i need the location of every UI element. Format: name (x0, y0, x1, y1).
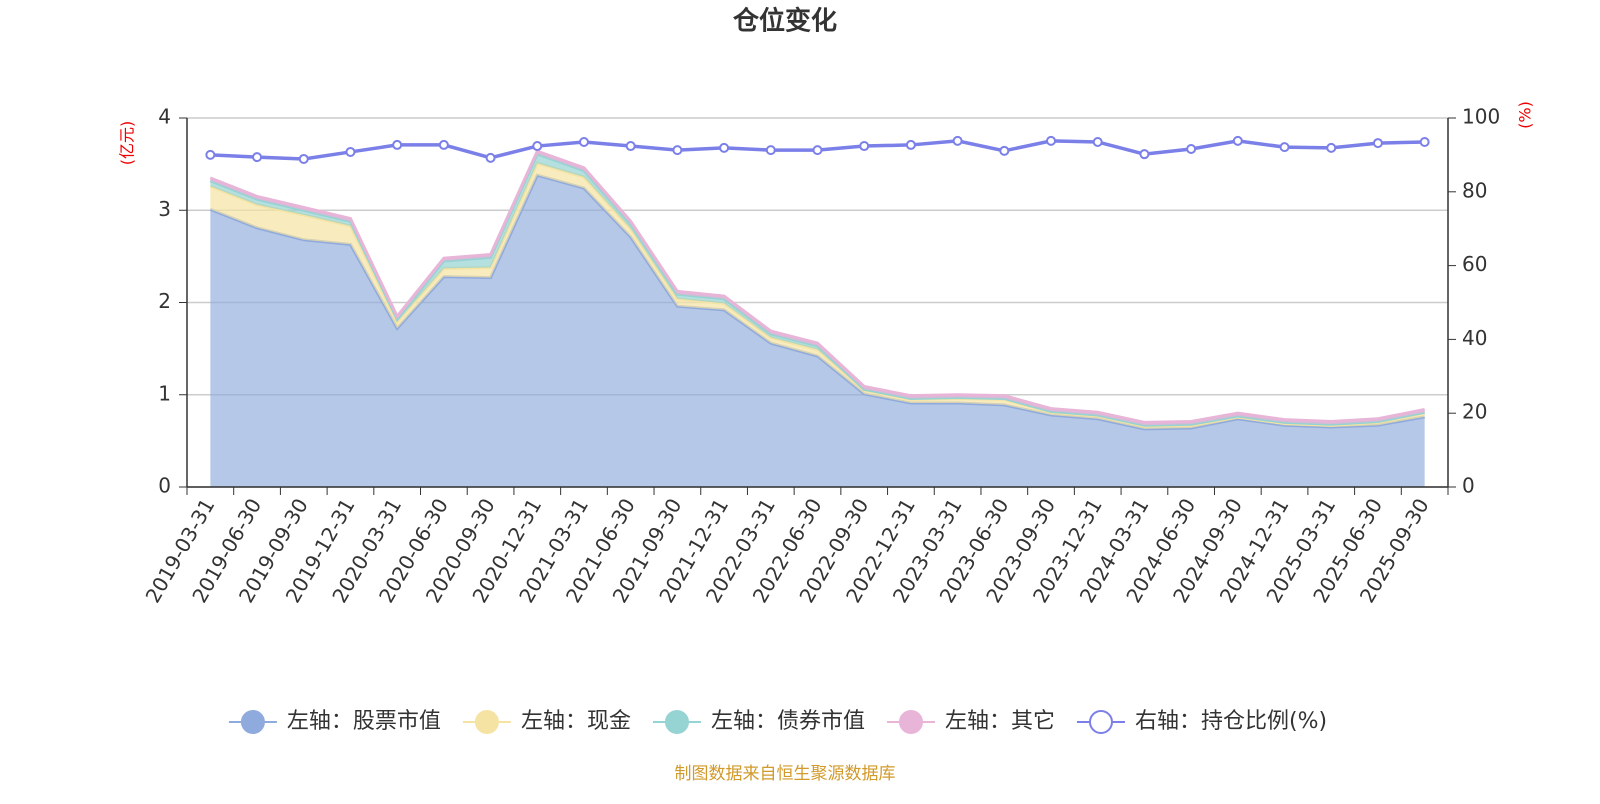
ratio-point (252, 152, 263, 163)
legend-label: 左轴：现金 (521, 709, 631, 734)
legend-marker (898, 710, 923, 734)
legend-item[interactable]: 左轴：债券市值 (652, 709, 865, 734)
legend-label: 左轴：债券市值 (711, 709, 865, 734)
ratio-point (578, 136, 589, 147)
ratio-point (952, 135, 963, 146)
y2-tick-label: 60 (1462, 252, 1487, 276)
area-line (209, 149, 1425, 424)
ratio-point (672, 145, 683, 156)
ratio-point (532, 141, 543, 152)
y2-tick-label: 80 (1462, 178, 1487, 202)
ratio-point (812, 145, 823, 156)
y2-tick-label: 40 (1462, 326, 1487, 350)
ratio-point (1372, 138, 1383, 149)
y2-tick-label: 20 (1462, 400, 1487, 424)
ratio-point (1419, 136, 1430, 147)
ratio-point (999, 145, 1010, 156)
legend-item[interactable]: 右轴：持仓比例(%) (1076, 709, 1327, 734)
legend-item[interactable]: 左轴：股票市值 (228, 709, 441, 734)
y-tick-label: 1 (158, 381, 171, 405)
ratio-point (438, 139, 449, 150)
ratio-point (1279, 142, 1290, 153)
ratio-point (719, 142, 730, 153)
chart-title: 仓位变化 (732, 6, 837, 37)
ratio-point (859, 141, 870, 152)
ratio-point (765, 145, 776, 156)
source-note: 制图数据来自恒生聚源数据库 (675, 764, 896, 784)
ratio-point (1092, 136, 1103, 147)
y-tick-label: 2 (158, 289, 171, 313)
legend-marker (664, 710, 689, 734)
ratio-point (392, 139, 403, 150)
ratio-point (205, 149, 216, 160)
y2-tick-label: 0 (1462, 474, 1475, 498)
y2-tick-label: 100 (1462, 105, 1500, 129)
legend-label: 右轴：持仓比例(%) (1135, 709, 1327, 734)
y-tick-label: 3 (158, 197, 171, 221)
legend-item[interactable]: 左轴：其它 (886, 709, 1055, 734)
ratio-point (1326, 142, 1337, 153)
y-axis-label: (亿元) (118, 121, 137, 166)
ratio-point (625, 141, 636, 152)
y-tick-label: 4 (158, 105, 171, 129)
y-tick-label: 0 (158, 474, 171, 498)
legend-label: 左轴：其它 (945, 709, 1055, 734)
ratio-point (485, 152, 496, 163)
legend-label: 左轴：股票市值 (287, 709, 441, 734)
ratio-point (1046, 135, 1057, 146)
ratio-point (1232, 135, 1243, 146)
y2-axis-label: (%) (1516, 101, 1535, 129)
ratio-point (345, 146, 356, 157)
legend-marker (1088, 710, 1113, 734)
ratio-point (905, 139, 916, 150)
area (210, 175, 1425, 487)
ratio-point (298, 153, 309, 164)
legend-marker (474, 710, 499, 734)
ratio-point (1139, 149, 1150, 160)
ratio-point (1186, 143, 1197, 154)
legend-marker (240, 710, 265, 734)
legend-item[interactable]: 左轴：现金 (462, 709, 631, 734)
